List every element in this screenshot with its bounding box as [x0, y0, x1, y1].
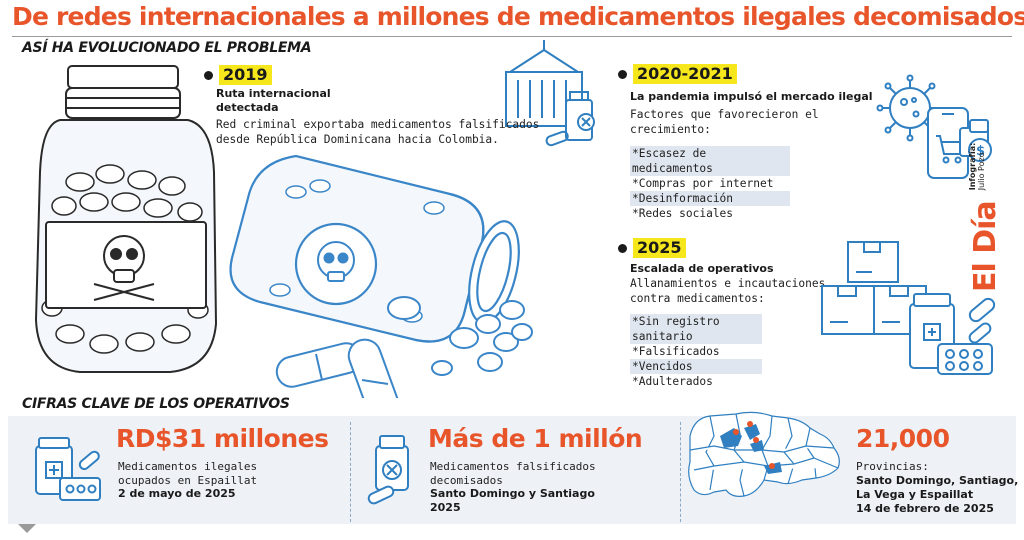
- skull-icon-blue: [317, 241, 355, 282]
- year-2025-marker: 2025: [618, 238, 686, 258]
- list-item: *Adulterados: [632, 375, 713, 388]
- shipping-container-icon: [505, 40, 595, 147]
- stats-divider: [350, 422, 351, 522]
- virus-online-shopping-icon: $: [876, 74, 992, 179]
- year-2019-marker: 2019: [204, 65, 272, 85]
- stats-divider: [680, 422, 681, 522]
- year-2020-subtitle: La pandemia impulsó el mercado ilegal: [630, 90, 873, 103]
- boxes-medicine-icon: [821, 241, 996, 375]
- year-2019-subtitle-line1: Ruta internacional: [216, 87, 331, 100]
- list-item: *Compras por internet: [632, 177, 774, 190]
- bullet-dot: [618, 243, 627, 253]
- year-2025-label: 2025: [633, 238, 686, 258]
- year-2025-text-line1: Allanamientos e incautaciones: [630, 277, 826, 290]
- spilled-pills-icon: [275, 296, 533, 398]
- stat-2-desc-line1: Medicamentos falsificados: [430, 460, 596, 473]
- stat-1-desc-line1: Medicamentos ilegales: [118, 460, 258, 473]
- stat-1-desc-line2: ocupados en Espaillat: [118, 473, 258, 487]
- year-2019-label: 2019: [219, 65, 272, 85]
- upright-jar-icon: [34, 65, 218, 373]
- bullet-dot: [618, 69, 627, 79]
- year-2020-text-line2: crecimiento:: [630, 122, 711, 136]
- stat-2-value: Más de 1 millón: [428, 424, 643, 453]
- medicine-bottle-pills-icon: [35, 437, 101, 501]
- stat-3-value: 21,000: [856, 424, 950, 453]
- stat-3-date: 14 de febrero de 2025: [856, 501, 994, 515]
- year-2020-factor-list: *Escasez de medicamentos *Compras por in…: [630, 146, 790, 221]
- title-divider: [12, 36, 1012, 37]
- corner-tab-decoration: [18, 524, 36, 533]
- year-2020-label: 2020-2021: [633, 64, 737, 84]
- stat-3-description: Provincias: Santo Domingo, Santiago, La …: [856, 460, 1018, 516]
- list-item: *Falsificados: [632, 345, 720, 358]
- stat-3-desc-line1: Provincias:: [856, 460, 929, 473]
- year-2020-marker: 2020-2021: [618, 64, 737, 84]
- year-2019-subtitle: Ruta internacional detectada: [216, 87, 331, 115]
- dominican-republic-map: [688, 411, 840, 497]
- stat-1-description: Medicamentos ilegales ocupados en Espail…: [118, 460, 257, 501]
- pill-jars-illustration: [34, 65, 533, 398]
- skull-icon: [93, 235, 155, 301]
- year-2020-description: Factores que favorecieron el crecimiento…: [630, 108, 819, 137]
- list-item: *Vencidos: [630, 359, 762, 374]
- list-item: *Redes sociales: [632, 207, 734, 220]
- stat-1-date: 2 de mayo de 2025: [118, 487, 236, 500]
- stat-3-place-line1: Santo Domingo, Santiago,: [856, 473, 1019, 487]
- fake-medicine-bottle-icon: [367, 435, 409, 505]
- credit-label: Infografía:: [968, 142, 977, 191]
- credit-infografia: Infografía: Julio Pozo: [968, 143, 986, 191]
- list-item: *Desinformación: [630, 191, 790, 206]
- year-2025-text-line2: contra medicamentos:: [630, 291, 765, 305]
- main-title: De redes internacionales a millones de m…: [12, 2, 1024, 31]
- stat-2-desc-line2: decomisados: [430, 473, 503, 487]
- stat-2-place: Santo Domingo y Santiago: [430, 487, 595, 500]
- year-2019-text-line2: desde República Dominicana hacia Colombi…: [216, 132, 499, 146]
- stats-band: [8, 416, 1016, 524]
- tipped-jar-icon: [229, 154, 520, 343]
- year-2019-description: Red criminal exportaba medicamentos fals…: [216, 118, 539, 147]
- year-2025-item-list: *Sin registro sanitario *Falsificados *V…: [630, 314, 762, 389]
- section-heading-figures: CIFRAS CLAVE DE LOS OPERATIVOS: [22, 396, 290, 412]
- stat-2-date: 2025: [430, 501, 461, 514]
- bullet-dot: [204, 70, 213, 80]
- stat-1-value: RD$31 millones: [116, 424, 329, 453]
- year-2025-subtitle: Escalada de operativos: [630, 262, 774, 275]
- list-item: *Escasez de medicamentos: [630, 146, 790, 176]
- list-item: *Sin registro sanitario: [630, 314, 762, 344]
- stat-2-description: Medicamentos falsificados decomisados Sa…: [430, 460, 596, 515]
- credit-author: Julio Pozo: [977, 152, 986, 191]
- year-2019-text-line1: Red criminal exportaba medicamentos fals…: [216, 118, 540, 131]
- svg-text:$: $: [976, 144, 985, 159]
- year-2020-text-line1: Factores que favorecieron el: [630, 108, 819, 121]
- stat-3-place-line2: La Vega y Espaillat: [856, 487, 974, 501]
- section-heading-evolution: ASÍ HA EVOLUCIONADO EL PROBLEMA: [22, 40, 312, 56]
- year-2025-description: Allanamientos e incautaciones contra med…: [630, 277, 825, 306]
- year-2019-subtitle-line2: detectada: [216, 101, 279, 114]
